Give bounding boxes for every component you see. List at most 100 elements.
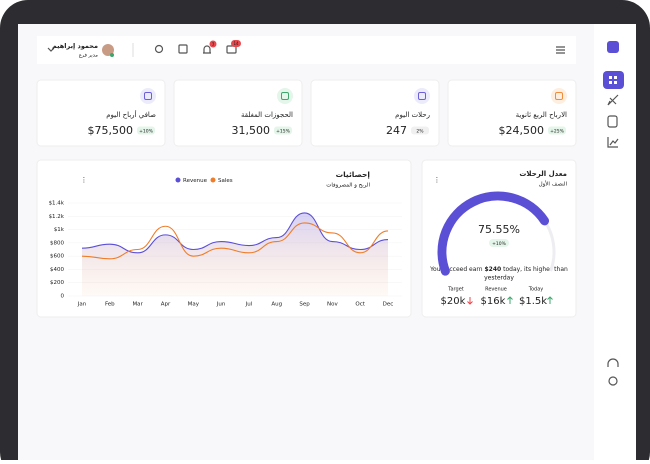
trend-arrow bbox=[507, 296, 513, 304]
card-icon-glyph bbox=[418, 92, 426, 100]
gauge-subtitle: النصف الأول bbox=[539, 180, 568, 188]
badge bbox=[231, 40, 241, 47]
menu-icon[interactable] bbox=[556, 46, 565, 54]
card-title: رحلات اليوم bbox=[395, 111, 430, 119]
user-name: محمود إبراهيم bbox=[52, 42, 98, 50]
legend-dot bbox=[175, 177, 181, 183]
support-icon[interactable] bbox=[607, 358, 619, 367]
user-role: مدير فرع bbox=[79, 53, 98, 59]
trend-arrow bbox=[467, 297, 473, 305]
card-value: 31,500 bbox=[232, 124, 271, 137]
card-icon-glyph bbox=[555, 92, 563, 100]
card-icon bbox=[277, 88, 293, 104]
card-icon bbox=[140, 88, 156, 104]
rocket-icon[interactable] bbox=[607, 94, 619, 106]
status-dot bbox=[110, 53, 114, 57]
legend-label: Sales bbox=[218, 178, 233, 184]
calendar-icon[interactable] bbox=[178, 44, 188, 54]
stat-value: $16k bbox=[481, 296, 506, 307]
logo[interactable] bbox=[607, 41, 619, 53]
x-tick-label: May bbox=[188, 302, 200, 308]
series-line bbox=[81, 212, 389, 254]
card-value: $24,500 bbox=[499, 124, 545, 137]
card-icon bbox=[414, 88, 430, 104]
x-tick-label: Jun bbox=[216, 302, 226, 308]
gauge-badge-bg bbox=[489, 239, 509, 247]
card-value: 247 bbox=[386, 124, 407, 137]
card-badge-bg bbox=[274, 126, 292, 135]
settings-icon[interactable] bbox=[608, 376, 618, 386]
revenue-area bbox=[82, 212, 388, 296]
card-badge-bg bbox=[411, 126, 429, 135]
card-title: الحجوزات المغلقة bbox=[241, 111, 293, 119]
card-badge-bg bbox=[548, 126, 566, 135]
msg-amount: $240 bbox=[485, 266, 502, 273]
gauge-badge: +10% bbox=[492, 241, 506, 247]
badge bbox=[209, 40, 217, 48]
y-tick-label: $400 bbox=[50, 267, 64, 273]
y-tick-label: 0 bbox=[61, 294, 65, 300]
x-tick-label: Mar bbox=[132, 302, 143, 308]
stat-label: Target bbox=[447, 287, 464, 293]
x-tick-label: Nov bbox=[327, 302, 338, 308]
stat-card bbox=[310, 79, 440, 147]
x-tick-label: Aug bbox=[271, 302, 282, 308]
series-line bbox=[81, 222, 389, 260]
y-tick-label: $1k bbox=[54, 227, 65, 233]
card-badge: +10% bbox=[139, 128, 153, 134]
icon-part bbox=[614, 76, 617, 79]
top-gap bbox=[18, 24, 594, 36]
bell-icon[interactable] bbox=[203, 45, 211, 54]
card-icon-glyph bbox=[144, 92, 152, 100]
card-badge: +25% bbox=[550, 128, 564, 134]
badge-text: 3 bbox=[212, 41, 215, 46]
y-tick-label: $1.2k bbox=[49, 214, 65, 220]
card-badge-bg bbox=[137, 126, 155, 135]
chart-subtitle: الربح و المصروفات bbox=[326, 183, 370, 189]
card-badge: 2% bbox=[416, 128, 424, 134]
y-tick-label: $800 bbox=[50, 240, 64, 246]
legend-dot bbox=[210, 177, 216, 183]
card-badge: +15% bbox=[276, 128, 290, 134]
x-tick-label: Oct bbox=[355, 302, 365, 308]
chart-icon[interactable] bbox=[607, 137, 619, 148]
dashboard-icon[interactable] bbox=[603, 71, 624, 89]
avatar[interactable] bbox=[102, 44, 114, 56]
x-tick-label: Dec bbox=[383, 302, 394, 308]
icon-part bbox=[609, 76, 612, 79]
msg: today, its higher than bbox=[501, 266, 568, 273]
gauge-message: You succeed earn $240 today, its higher … bbox=[429, 266, 568, 273]
icon-part bbox=[614, 81, 617, 84]
legend-label: Revenue bbox=[183, 178, 208, 184]
search-icon[interactable] bbox=[154, 44, 164, 54]
gauge-card bbox=[421, 159, 577, 318]
stat-card bbox=[173, 79, 303, 147]
x-tick-label: Apr bbox=[161, 302, 171, 308]
more-icon[interactable]: ⋮ bbox=[81, 176, 88, 184]
card-icon bbox=[551, 88, 567, 104]
chart-title: إحصائيات bbox=[336, 170, 370, 179]
x-tick-label: Jul bbox=[245, 302, 253, 308]
stat-card bbox=[447, 79, 577, 147]
stat-card bbox=[36, 79, 166, 147]
gauge-value: 75.55% bbox=[478, 223, 520, 236]
stat-value: $20k bbox=[441, 296, 466, 307]
gauge-title: معدل الرحلات bbox=[519, 170, 567, 178]
card-value: $75,500 bbox=[88, 124, 134, 137]
x-tick-label: Sep bbox=[299, 302, 310, 308]
stat-label: Today bbox=[528, 287, 544, 293]
sidebar bbox=[594, 24, 636, 464]
gauge-message-2: yesterday bbox=[484, 275, 514, 282]
doc-icon[interactable] bbox=[607, 115, 618, 128]
dropdown[interactable] bbox=[47, 47, 55, 52]
topbar bbox=[37, 36, 576, 64]
card-icon-glyph bbox=[281, 92, 289, 100]
card-title: صافي أرباح اليوم bbox=[106, 110, 156, 119]
more-icon[interactable]: ⋮ bbox=[434, 176, 441, 184]
card-title: الارباح الربع ثانوية bbox=[516, 111, 567, 119]
x-tick-label: Feb bbox=[105, 302, 115, 308]
mail-icon[interactable] bbox=[226, 45, 237, 54]
y-tick-label: $200 bbox=[50, 280, 64, 286]
gauge-fill bbox=[437, 191, 550, 276]
